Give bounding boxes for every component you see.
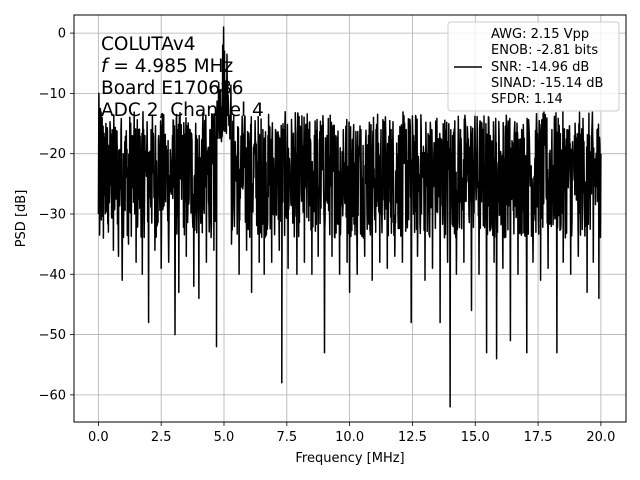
legend-line-4: SINAD: -15.14 dB: [491, 76, 603, 91]
annotation-line-3: Board E170686: [101, 78, 244, 99]
x-tick-label: 2.5: [151, 430, 172, 445]
x-tick-label: 5.0: [214, 430, 235, 445]
legend: AWG: 2.15 Vpp ENOB: -2.81 bits SNR: -14.…: [447, 21, 620, 112]
legend-line-2: ENOB: -2.81 bits: [491, 43, 598, 58]
y-tick-label: −20: [39, 147, 66, 162]
x-tick-label: 10.0: [335, 430, 364, 445]
x-tick-label: 12.5: [398, 430, 427, 445]
legend-box: [447, 21, 620, 112]
x-tick-label: 20.0: [586, 430, 615, 445]
x-tick-label: 0.0: [88, 430, 109, 445]
annotation-line-1: COLUTAv4: [101, 34, 196, 55]
x-tick-label: 15.0: [461, 430, 490, 445]
y-tick-label: −60: [39, 388, 66, 403]
series-layer: [97, 26, 602, 408]
annotation-line-2: f = 4.985 MHz: [101, 56, 233, 77]
legend-line-3: SNR: -14.96 dB: [491, 60, 589, 75]
annotation-text: COLUTAv4 f = 4.985 MHz Board E170686 ADC…: [101, 34, 264, 121]
y-tick-label: 0: [58, 27, 66, 42]
annotation-line-2-rest: = 4.985 MHz: [108, 56, 234, 77]
annotation-italic-f: f: [101, 56, 110, 77]
y-tick-label: −50: [39, 328, 66, 343]
x-tick-label: 17.5: [524, 430, 553, 445]
y-axis-label: PSD [dB]: [14, 190, 29, 248]
y-tick-label: −10: [39, 87, 66, 102]
x-tick-label: 7.5: [276, 430, 297, 445]
y-tick-label: −30: [39, 207, 66, 222]
y-tick-label: −40: [39, 268, 66, 283]
x-axis-label: Frequency [MHz]: [295, 451, 404, 466]
ticks: 0.0 2.5 5.0 7.5 10.0 12.5 15.0 17.5 20.0 0 −10 −20 −…: [39, 27, 616, 445]
psd-series-line: [97, 26, 602, 408]
annotation-line-4: ADC 2, Channel 4: [101, 100, 264, 121]
legend-line-5: SFDR: 1.14: [491, 92, 563, 107]
legend-line-1: AWG: 2.15 Vpp: [491, 27, 589, 42]
